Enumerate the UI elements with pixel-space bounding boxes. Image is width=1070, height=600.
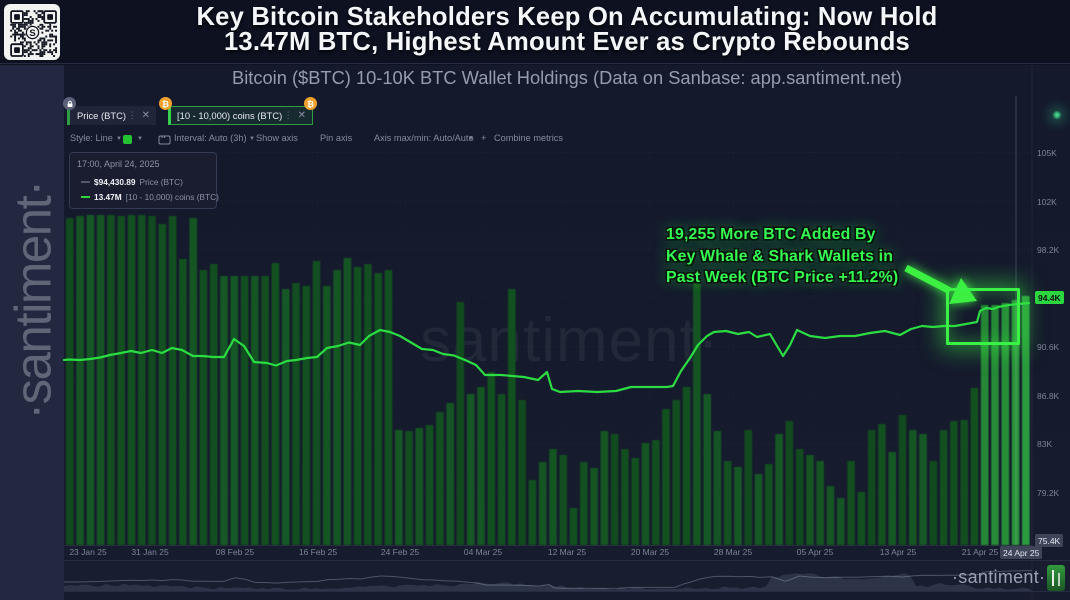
- svg-text:S: S: [29, 28, 35, 39]
